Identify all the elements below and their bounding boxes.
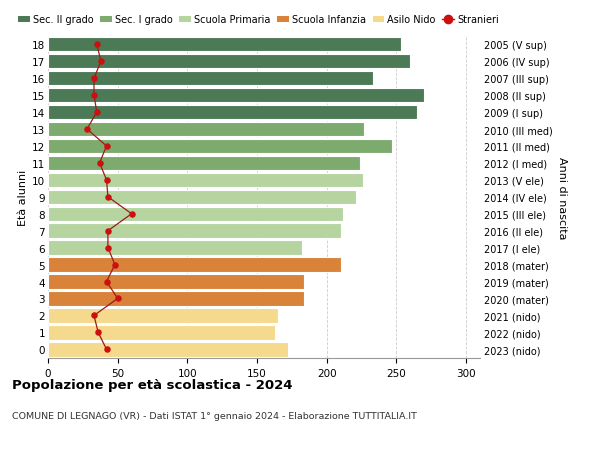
Point xyxy=(94,329,103,336)
Point xyxy=(102,177,112,184)
Point xyxy=(89,75,99,83)
Point xyxy=(103,194,113,201)
Bar xyxy=(48,173,363,188)
Point xyxy=(103,245,113,252)
Bar xyxy=(48,140,392,154)
Bar xyxy=(48,38,401,52)
Point xyxy=(89,92,99,100)
Bar xyxy=(48,224,341,238)
Point xyxy=(103,228,113,235)
Bar xyxy=(48,291,304,306)
Point xyxy=(82,126,92,134)
Bar xyxy=(48,308,278,323)
Text: COMUNE DI LEGNAGO (VR) - Dati ISTAT 1° gennaio 2024 - Elaborazione TUTTITALIA.IT: COMUNE DI LEGNAGO (VR) - Dati ISTAT 1° g… xyxy=(12,411,417,420)
Y-axis label: Anni di nascita: Anni di nascita xyxy=(557,156,567,239)
Point xyxy=(96,58,106,66)
Bar xyxy=(48,241,302,255)
Bar xyxy=(48,89,424,103)
Bar xyxy=(48,55,410,69)
Point xyxy=(89,312,99,319)
Bar xyxy=(48,157,360,171)
Point xyxy=(92,109,101,117)
Text: Popolazione per età scolastica - 2024: Popolazione per età scolastica - 2024 xyxy=(12,379,293,392)
Point xyxy=(102,143,112,150)
Bar xyxy=(48,106,417,120)
Point xyxy=(102,278,112,285)
Point xyxy=(95,160,104,167)
Bar xyxy=(48,207,343,221)
Point xyxy=(102,346,112,353)
Point xyxy=(110,261,119,269)
Bar xyxy=(48,325,275,340)
Bar xyxy=(48,275,304,289)
Point xyxy=(92,41,101,49)
Point xyxy=(127,211,136,218)
Point xyxy=(113,295,122,302)
Bar xyxy=(48,190,356,205)
Bar xyxy=(48,342,287,357)
Bar xyxy=(48,123,364,137)
Bar xyxy=(48,72,373,86)
Legend: Sec. II grado, Sec. I grado, Scuola Primaria, Scuola Infanzia, Asilo Nido, Stran: Sec. II grado, Sec. I grado, Scuola Prim… xyxy=(19,16,499,25)
Bar xyxy=(48,258,341,272)
Y-axis label: Età alunni: Età alunni xyxy=(18,169,28,225)
